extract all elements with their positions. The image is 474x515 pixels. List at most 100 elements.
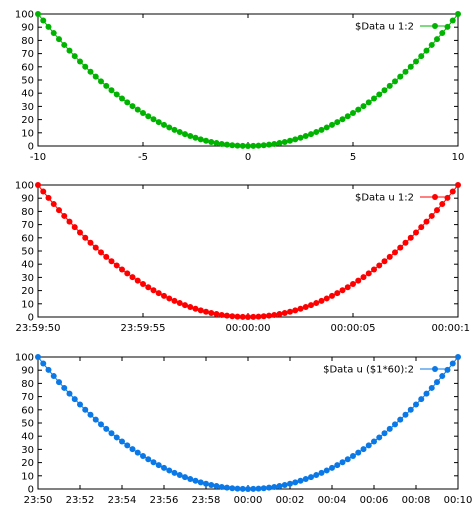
data-point [276, 483, 283, 490]
data-point [339, 459, 346, 466]
data-point [208, 481, 215, 488]
data-point [77, 401, 83, 408]
data-point [218, 140, 225, 147]
data-point [334, 290, 341, 297]
data-point [203, 137, 209, 144]
data-point [381, 430, 388, 437]
x-tick-label: 5 [350, 152, 356, 163]
data-point [287, 308, 293, 315]
y-tick-label: 30 [21, 445, 34, 456]
data-point [313, 300, 320, 307]
data-point [103, 253, 110, 260]
y-tick-label: 70 [21, 49, 34, 60]
data-point [108, 258, 115, 265]
x-tick-label: 00:08 [402, 495, 431, 506]
y-tick-label: 50 [21, 247, 34, 258]
data-point [140, 110, 146, 116]
data-point [386, 425, 393, 432]
legend-label: $Data u ($1*60):2 [323, 365, 414, 376]
data-point [239, 485, 246, 492]
data-point [197, 307, 204, 314]
data-point [113, 434, 120, 441]
y-tick-label: 70 [21, 392, 34, 403]
data-point [449, 188, 456, 195]
x-tick-label: -5 [138, 152, 148, 163]
data-point [313, 472, 320, 479]
x-tick-label: 23:59:55 [121, 323, 166, 334]
data-point [150, 116, 157, 123]
data-point [150, 287, 157, 294]
data-point [350, 281, 356, 287]
data-point [292, 136, 299, 143]
data-point [334, 119, 341, 126]
data-point [150, 459, 157, 466]
legend-marker [432, 366, 438, 372]
data-point [197, 136, 204, 143]
data-point [45, 194, 52, 201]
data-point [77, 229, 83, 236]
data-point [260, 142, 267, 149]
data-point [266, 484, 272, 491]
data-point [360, 274, 367, 281]
x-tick-label: 23:59:50 [16, 323, 61, 334]
data-point [161, 464, 167, 471]
data-point [449, 17, 456, 24]
data-point [218, 483, 225, 490]
data-point [82, 234, 89, 241]
data-point [439, 30, 446, 37]
data-point [119, 438, 125, 445]
data-point [234, 485, 241, 492]
y-tick-label: 20 [21, 286, 34, 297]
data-point [234, 313, 241, 320]
data-point [323, 124, 330, 131]
data-point [402, 239, 409, 246]
y-tick-label: 100 [15, 353, 34, 364]
data-point [428, 41, 435, 48]
data-point [245, 143, 251, 149]
data-point [292, 307, 299, 314]
data-point [344, 284, 351, 291]
data-point [297, 477, 304, 484]
data-point [229, 485, 236, 492]
data-point [45, 23, 52, 30]
y-tick-label: 10 [21, 299, 34, 310]
data-point [176, 300, 183, 307]
data-point [103, 82, 110, 89]
data-point [35, 354, 41, 360]
y-tick-label: 0 [28, 485, 34, 496]
data-point [287, 480, 293, 487]
data-point [413, 229, 419, 236]
data-point [103, 425, 110, 432]
data-point [260, 313, 267, 320]
data-point [71, 396, 78, 403]
data-point [428, 212, 435, 219]
data-point [323, 295, 330, 302]
data-point [271, 140, 278, 147]
data-point [381, 87, 388, 94]
data-point [187, 304, 194, 311]
data-point [224, 141, 230, 148]
data-point [376, 91, 383, 98]
data-point [145, 113, 152, 120]
data-point [423, 47, 430, 54]
data-point [413, 401, 419, 408]
data-point [40, 17, 47, 24]
data-point [402, 411, 409, 418]
data-point [271, 311, 278, 318]
x-tick-label: 10 [452, 152, 465, 163]
x-tick-label: 0 [245, 152, 251, 163]
data-point [203, 308, 209, 315]
data-point [61, 384, 68, 391]
x-tick-label: 23:54 [108, 495, 137, 506]
data-point [171, 126, 178, 133]
data-point [35, 182, 41, 188]
data-point [71, 224, 78, 231]
data-point [66, 390, 73, 397]
y-tick-label: 100 [15, 181, 34, 192]
y-tick-label: 90 [21, 194, 34, 205]
data-point [255, 485, 262, 492]
data-point [397, 73, 404, 80]
data-point [129, 274, 136, 281]
data-point [413, 58, 419, 65]
data-point [455, 11, 461, 17]
